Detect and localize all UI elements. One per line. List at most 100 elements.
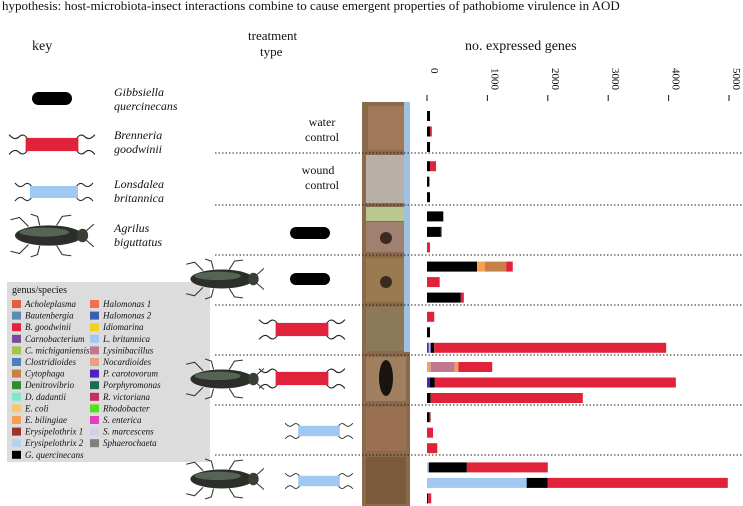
- x-tick-label: 2000: [549, 68, 561, 91]
- bar-segment: [427, 111, 431, 121]
- bar-segment: [427, 126, 431, 137]
- legend-label: Porphyromonas: [102, 380, 161, 390]
- treatment-icon: [258, 319, 346, 340]
- bar-segment: [477, 261, 485, 272]
- bar-segment: [484, 261, 507, 272]
- legend-label: Bautenbergia: [25, 311, 74, 321]
- bar-segment: [427, 462, 429, 473]
- legend-label: Sphaerochaeta: [103, 438, 157, 448]
- bar-segment: [428, 342, 431, 353]
- legend-swatch: [12, 427, 21, 436]
- treatment-header: type: [260, 44, 283, 59]
- legend-swatch: [12, 323, 21, 332]
- bar-segment: [427, 277, 440, 288]
- bar-segment: [454, 362, 459, 372]
- bar-segment: [427, 427, 434, 438]
- bar-segment: [427, 362, 431, 372]
- bar-segment: [430, 377, 435, 388]
- legend-swatch: [90, 439, 99, 448]
- legend-label: Idiomarina: [102, 322, 144, 332]
- bar-segment: [427, 412, 430, 423]
- key-label: biguttatus: [114, 235, 162, 249]
- treatment-label: water: [309, 115, 336, 129]
- bar-segment: [427, 493, 429, 504]
- bar-segment: [547, 477, 728, 488]
- legend-swatch: [12, 404, 21, 413]
- treatment-icon: [284, 472, 354, 490]
- treatment-icon: [185, 458, 265, 500]
- legend-swatch: [90, 358, 99, 366]
- treatment-label: control: [305, 178, 340, 192]
- treatment-header: treatment: [248, 28, 297, 43]
- bar-segment: [430, 126, 432, 137]
- bar-segment: [458, 362, 493, 372]
- bar-segment: [466, 462, 548, 473]
- legend-label: Erysipelothrix 1: [24, 427, 83, 437]
- bar-segment: [526, 477, 548, 488]
- legend-label: Nocardioides: [102, 357, 152, 367]
- legend-swatch: [12, 346, 21, 355]
- legend-label: S. enterica: [103, 415, 142, 425]
- legend-label: L. britannica: [102, 334, 151, 344]
- bar-segment: [460, 292, 464, 303]
- legend-swatch: [12, 300, 21, 308]
- treatment-label: control: [305, 130, 340, 144]
- legend-swatch: [90, 427, 99, 436]
- bar-segment: [427, 342, 429, 353]
- x-tick-label: 5000: [730, 68, 742, 91]
- bar-segment: [427, 176, 430, 187]
- bar-segment: [430, 342, 435, 353]
- legend-swatch: [90, 369, 99, 378]
- legend-swatch: [12, 392, 21, 401]
- photo-strip: [362, 102, 410, 506]
- bar-segment: [429, 412, 431, 423]
- bar-segment: [506, 261, 513, 272]
- key-icon: [14, 182, 94, 202]
- key-label: Lonsdalea: [113, 177, 164, 191]
- treatment-icon: [290, 273, 330, 285]
- legend-label: B. goodwinii: [25, 322, 72, 332]
- legend-label: E. coli: [24, 403, 49, 413]
- legend-swatch: [12, 381, 21, 390]
- bar-segment: [427, 327, 431, 338]
- legend-swatch: [90, 404, 99, 413]
- bar-segment: [440, 226, 442, 237]
- bar-segment: [430, 393, 583, 403]
- key-label: quercinecans: [114, 99, 178, 113]
- legend-swatch: [12, 450, 21, 459]
- bar-segment: [427, 393, 431, 403]
- key-label: britannica: [114, 191, 164, 205]
- bar-segment: [434, 377, 676, 388]
- legend-label: Erysipelothrix 2: [24, 438, 84, 448]
- legend-label: R. victoriana: [102, 392, 150, 402]
- legend-label: Denitrovibrio: [24, 380, 75, 390]
- treatment-icon: [258, 368, 346, 389]
- x-tick-label: 3000: [609, 68, 621, 91]
- bar-segment: [427, 161, 431, 172]
- key-icon: [8, 134, 96, 155]
- key-icon: [9, 213, 95, 258]
- key-heading: key: [32, 39, 52, 54]
- legend-label: P. carotovorum: [102, 369, 158, 379]
- legend-label: Cytophaga: [25, 369, 65, 379]
- legend-label: C. michiganiensis: [25, 345, 90, 355]
- legend-label: Lysinibacillus: [102, 345, 154, 355]
- bar-segment: [434, 342, 667, 353]
- bar-segment: [428, 493, 432, 504]
- key-label: goodwinii: [114, 142, 162, 156]
- bar-segment: [427, 477, 527, 488]
- legend-swatch: [12, 334, 21, 343]
- legend-label: E. bilingiae: [24, 415, 67, 425]
- legend-swatch: [12, 358, 21, 366]
- x-tick-label: 0: [428, 68, 440, 74]
- key-label: Agrilus: [113, 221, 150, 235]
- legend-label: Acholeplasma: [24, 299, 76, 309]
- legend-swatch: [12, 439, 21, 448]
- treatment-icon: [185, 358, 265, 400]
- bar-segment: [427, 292, 461, 303]
- bar-segment: [427, 211, 444, 222]
- figure-title: hypothesis: host-microbiota-insect inter…: [2, 0, 620, 13]
- legend-swatch: [12, 416, 21, 424]
- bar-segment: [427, 142, 431, 152]
